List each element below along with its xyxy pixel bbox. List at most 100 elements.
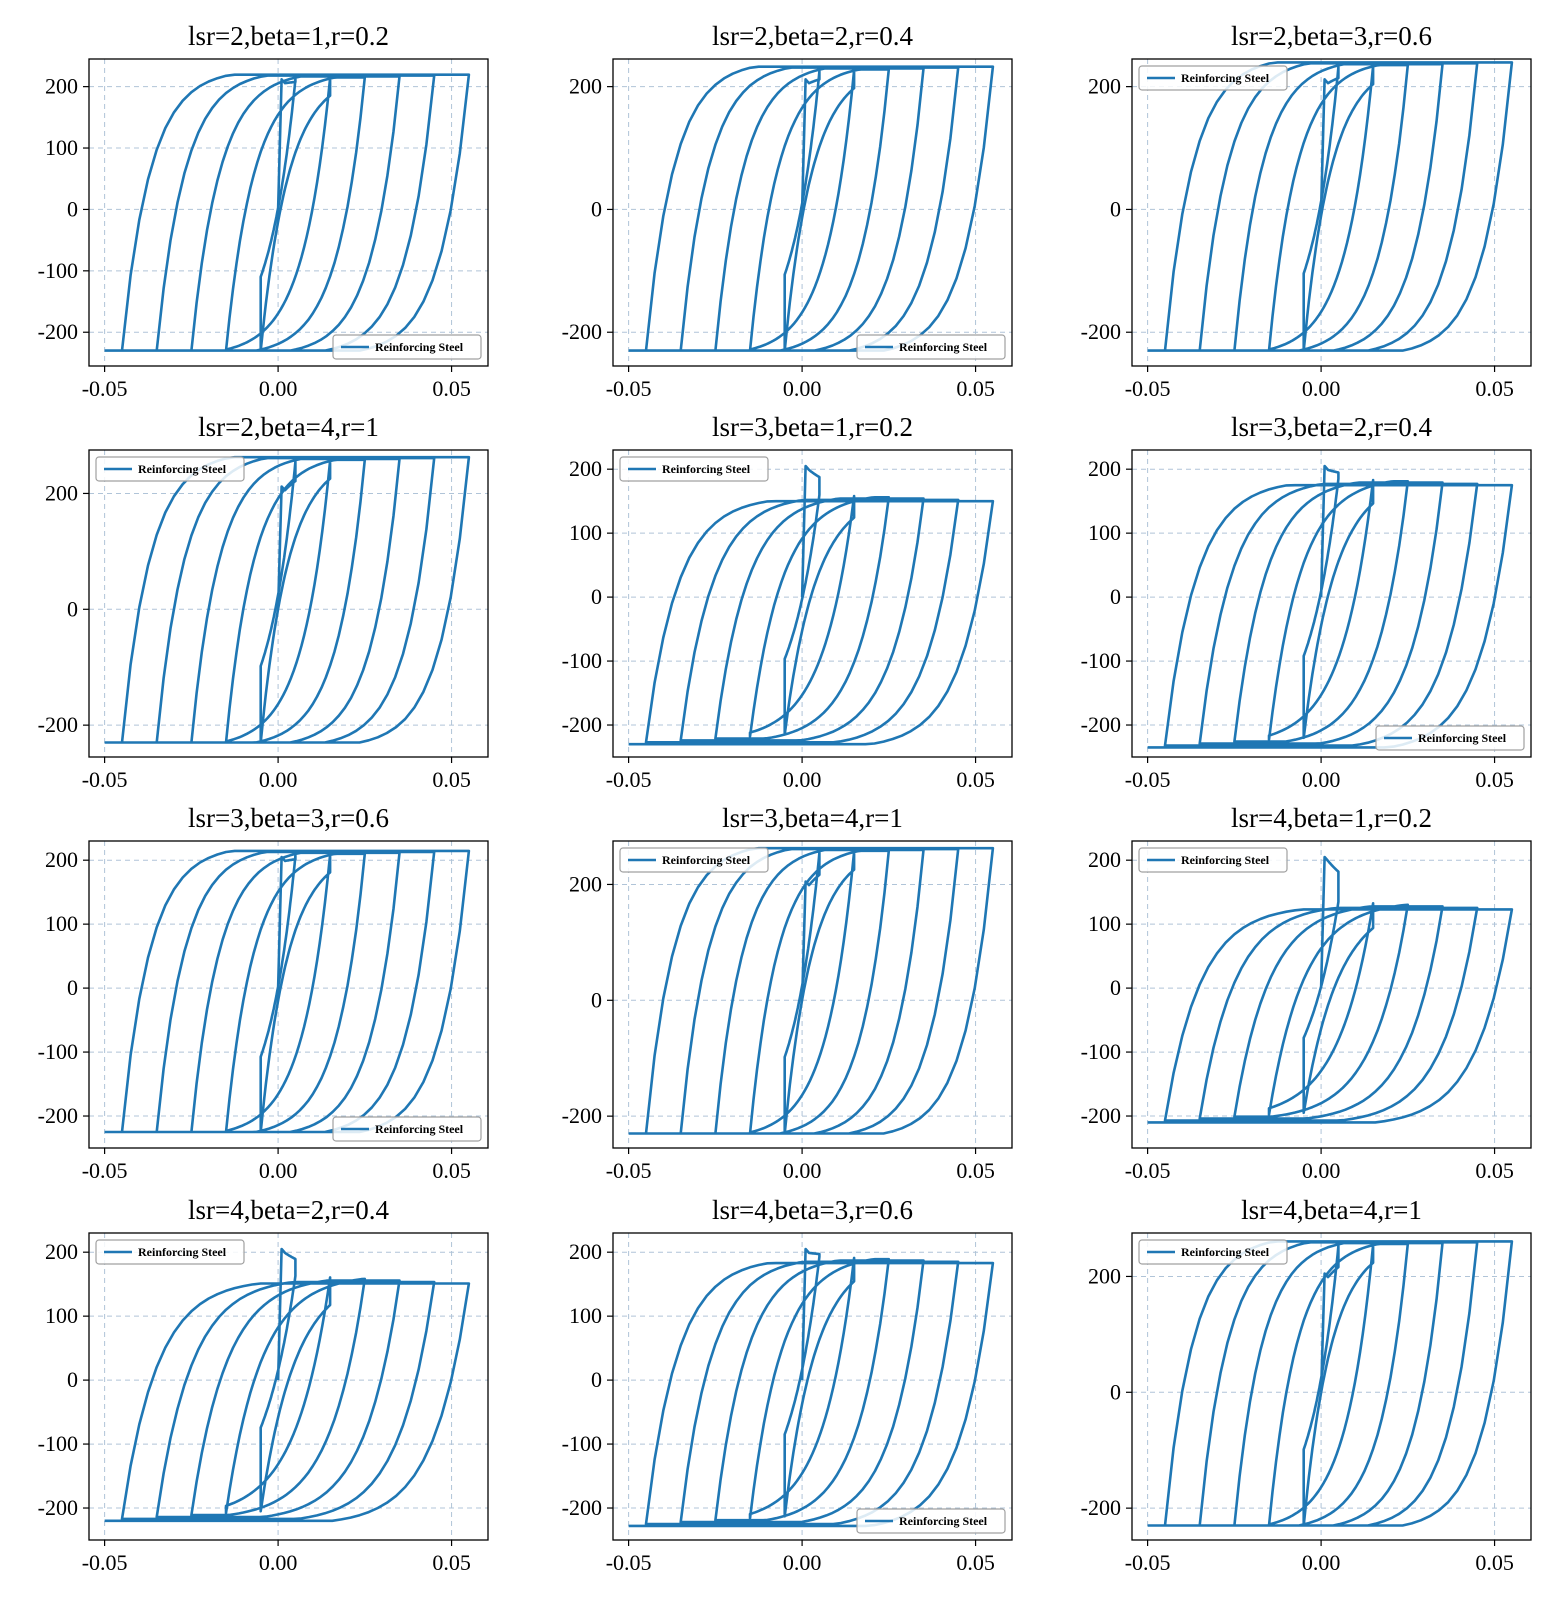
y-tick-label: 200 <box>1088 74 1121 99</box>
y-tick-label: 100 <box>1088 520 1121 545</box>
x-tick-label: -0.05 <box>1125 1550 1171 1575</box>
y-tick-label: 0 <box>591 584 602 609</box>
x-tick-label: 0.00 <box>783 1158 822 1183</box>
subplot-4: -0.05 0.00 0.05 200 0 -200 lsr=2,beta=4,r=1 Rei… <box>38 412 489 792</box>
x-tick-label: -0.05 <box>606 1550 652 1575</box>
axes-frame <box>1131 1232 1532 1541</box>
series-line-reinforcing-steel <box>104 73 471 352</box>
axes-frame <box>1131 840 1532 1149</box>
legend: Reinforcing Steel <box>1375 725 1525 751</box>
x-tick-label: -0.05 <box>606 767 652 792</box>
y-tick-label: -200 <box>38 1495 78 1520</box>
axes-frame <box>1131 58 1532 367</box>
legend-box <box>95 1239 245 1265</box>
subplot-title: lsr=2,beta=2,r=0.4 <box>712 21 913 51</box>
legend-box <box>856 1508 1006 1534</box>
subplot-title: lsr=4,beta=3,r=0.6 <box>712 1195 913 1225</box>
legend-label: Reinforcing Steel <box>1181 71 1270 85</box>
legend: Reinforcing Steel <box>95 1239 245 1265</box>
series-line-reinforcing-steel <box>104 455 471 744</box>
x-tick-label: 0.05 <box>956 767 995 792</box>
y-tick-label: 0 <box>1110 584 1121 609</box>
y-tick-label: 0 <box>1110 196 1121 221</box>
legend-label: Reinforcing Steel <box>899 1514 988 1528</box>
legend-label: Reinforcing Steel <box>1181 1245 1270 1259</box>
legend-box <box>619 847 769 873</box>
x-tick-label: 0.05 <box>432 376 471 401</box>
series-line-reinforcing-steel <box>628 464 995 746</box>
x-tick-label: 0.05 <box>956 1550 995 1575</box>
y-tick-label: -200 <box>562 712 602 737</box>
x-tick-label: 0.00 <box>783 1550 822 1575</box>
y-tick-label: -100 <box>1081 648 1121 673</box>
y-tick-label: 100 <box>569 520 602 545</box>
x-tick-label: 0.00 <box>259 1158 298 1183</box>
x-tick-label: -0.05 <box>606 1158 652 1183</box>
subplot-title: lsr=3,beta=4,r=1 <box>722 803 903 833</box>
subplot-7: -0.05 0.00 0.05 200 100 0 -100 -200 lsr=3,beta=3… <box>38 803 489 1183</box>
legend-box <box>332 1116 482 1142</box>
y-tick-label: -100 <box>38 1039 78 1064</box>
subplot-6: -0.05 0.00 0.05 200 100 0 -100 -200 lsr=3,beta=2… <box>1081 412 1532 792</box>
x-tick-label: -0.05 <box>1125 767 1171 792</box>
legend-label: Reinforcing Steel <box>138 1245 227 1259</box>
y-tick-label: 100 <box>569 1303 602 1328</box>
y-tick-label: -100 <box>562 648 602 673</box>
y-tick-label: -200 <box>1081 712 1121 737</box>
y-tick-label: 0 <box>67 1367 78 1392</box>
subplot-3: -0.05 0.00 0.05 200 0 -200 lsr=2,beta=3,r=0.6 R… <box>1081 21 1532 401</box>
y-tick-label: -100 <box>1081 1039 1121 1064</box>
y-tick-label: -200 <box>38 319 78 344</box>
legend: Reinforcing Steel <box>856 334 1006 360</box>
y-tick-label: 100 <box>45 1303 78 1328</box>
y-tick-label: 200 <box>1088 847 1121 872</box>
y-tick-label: 100 <box>45 911 78 936</box>
y-tick-label: 200 <box>45 847 78 872</box>
axes-frame <box>612 58 1013 367</box>
legend-label: Reinforcing Steel <box>1181 853 1270 867</box>
x-tick-label: 0.05 <box>1475 376 1514 401</box>
y-tick-label: -200 <box>1081 1495 1121 1520</box>
y-tick-label: 200 <box>45 1239 78 1264</box>
x-tick-label: 0.05 <box>1475 767 1514 792</box>
x-tick-label: 0.00 <box>259 1550 298 1575</box>
x-tick-label: 0.05 <box>432 1158 471 1183</box>
legend-box <box>1138 847 1288 873</box>
y-tick-label: 0 <box>67 596 78 621</box>
legend-label: Reinforcing Steel <box>138 462 227 476</box>
x-tick-label: -0.05 <box>1125 1158 1171 1183</box>
legend: Reinforcing Steel <box>1138 847 1288 873</box>
y-tick-label: 100 <box>1088 911 1121 936</box>
series-line-reinforcing-steel <box>104 1247 471 1523</box>
x-tick-label: 0.00 <box>1302 767 1341 792</box>
series-line-reinforcing-steel <box>1147 1240 1514 1527</box>
y-tick-label: -100 <box>562 1431 602 1456</box>
subplot-5: -0.05 0.00 0.05 200 100 0 -100 -200 lsr=3,beta=1… <box>562 412 1013 792</box>
y-tick-label: 200 <box>569 871 602 896</box>
subplot-8: -0.05 0.00 0.05 200 0 -200 lsr=3,beta=4,r=1 Rei… <box>562 803 1013 1183</box>
series-line-reinforcing-steel <box>628 846 995 1135</box>
legend: Reinforcing Steel <box>95 456 245 482</box>
x-tick-label: -0.05 <box>82 1158 128 1183</box>
subplot-title: lsr=3,beta=1,r=0.2 <box>712 412 913 442</box>
subplot-10: -0.05 0.00 0.05 200 100 0 -100 -200 lsr=4,beta=2… <box>38 1195 489 1575</box>
legend-label: Reinforcing Steel <box>899 340 988 354</box>
subplot-12: -0.05 0.00 0.05 200 0 -200 lsr=4,beta=4,r=1 Rei… <box>1081 1195 1532 1575</box>
y-tick-label: 200 <box>1088 456 1121 481</box>
legend-label: Reinforcing Steel <box>662 853 751 867</box>
series-line-reinforcing-steel <box>1147 855 1514 1124</box>
subplot-title: lsr=2,beta=4,r=1 <box>198 412 379 442</box>
subplot-title: lsr=2,beta=3,r=0.6 <box>1231 21 1432 51</box>
x-tick-label: 0.05 <box>432 767 471 792</box>
y-tick-label: -200 <box>1081 319 1121 344</box>
y-tick-label: -200 <box>562 319 602 344</box>
legend: Reinforcing Steel <box>332 1116 482 1142</box>
legend-label: Reinforcing Steel <box>375 340 464 354</box>
y-tick-label: 0 <box>1110 975 1121 1000</box>
series-line-reinforcing-steel <box>1147 61 1514 352</box>
legend: Reinforcing Steel <box>856 1508 1006 1534</box>
y-tick-label: -200 <box>38 1103 78 1128</box>
y-tick-label: -200 <box>562 1103 602 1128</box>
